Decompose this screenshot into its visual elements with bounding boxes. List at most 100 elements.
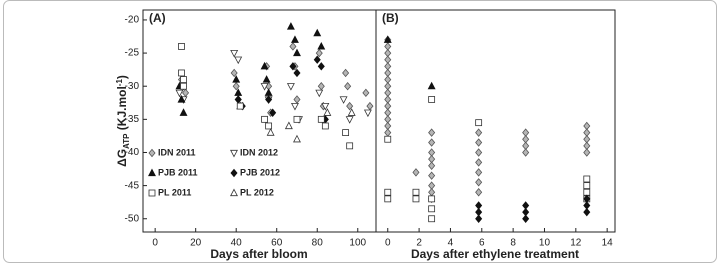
point bbox=[265, 122, 273, 130]
point bbox=[412, 168, 420, 177]
point bbox=[583, 182, 591, 190]
point bbox=[286, 83, 295, 91]
y-label-part: ΔG bbox=[115, 149, 129, 167]
point bbox=[428, 215, 436, 223]
point bbox=[265, 95, 273, 104]
point bbox=[313, 55, 321, 64]
point bbox=[317, 81, 325, 91]
panel-label: (A) bbox=[149, 11, 166, 25]
legend-marker bbox=[230, 149, 238, 158]
point bbox=[347, 108, 356, 116]
point bbox=[363, 109, 372, 118]
y-label-part: ATP bbox=[122, 133, 131, 149]
point bbox=[583, 188, 591, 196]
point bbox=[232, 75, 241, 83]
point bbox=[293, 68, 301, 78]
point bbox=[342, 129, 350, 136]
legend-label: PJB 2012 bbox=[240, 167, 280, 177]
point bbox=[427, 81, 436, 90]
x-axis-label: Days after ethylene treatment bbox=[411, 247, 579, 261]
point bbox=[289, 42, 297, 51]
point bbox=[366, 101, 374, 111]
point bbox=[344, 81, 352, 91]
point bbox=[428, 171, 436, 180]
x-tick-label: 80 bbox=[312, 238, 324, 249]
x-tick-label: 0 bbox=[385, 238, 391, 249]
legend-label: IDN 2011 bbox=[158, 147, 196, 157]
point bbox=[180, 82, 187, 90]
point bbox=[345, 116, 354, 124]
point bbox=[261, 115, 268, 123]
point bbox=[315, 48, 323, 58]
y-tick-label: -20 bbox=[125, 15, 140, 26]
point bbox=[384, 195, 392, 203]
legend-marker bbox=[148, 168, 156, 177]
point bbox=[175, 89, 184, 98]
point bbox=[269, 108, 277, 117]
y-tick-label: -35 bbox=[125, 114, 140, 125]
point bbox=[475, 214, 483, 223]
y-tick-label: -40 bbox=[125, 147, 140, 158]
y-label-part: -1 bbox=[115, 79, 124, 87]
point bbox=[317, 41, 326, 50]
point bbox=[289, 62, 297, 71]
point bbox=[234, 56, 243, 65]
y-label-part: (KJ.mol bbox=[115, 86, 129, 133]
point bbox=[317, 115, 325, 123]
point bbox=[384, 188, 392, 196]
point bbox=[234, 88, 243, 96]
x-tick-label: 4 bbox=[448, 238, 454, 249]
point bbox=[383, 35, 392, 43]
point bbox=[177, 95, 186, 103]
point bbox=[475, 168, 483, 177]
point bbox=[293, 48, 301, 57]
panel-label: (B) bbox=[382, 11, 399, 25]
point bbox=[260, 61, 269, 70]
point bbox=[230, 49, 239, 58]
point bbox=[475, 148, 483, 157]
point bbox=[232, 81, 240, 91]
point bbox=[284, 121, 293, 130]
legend-marker bbox=[230, 188, 238, 197]
x-axis-label: Days after bloom bbox=[210, 247, 307, 261]
point bbox=[264, 88, 273, 96]
y-tick-label: -45 bbox=[125, 180, 140, 191]
frame bbox=[3, 0, 717, 263]
point bbox=[384, 135, 392, 143]
legend-marker bbox=[230, 168, 238, 178]
point bbox=[522, 148, 530, 157]
legend-label: PL 2012 bbox=[240, 187, 274, 197]
point bbox=[178, 69, 185, 77]
x-tick-label: 100 bbox=[349, 238, 366, 249]
point bbox=[342, 68, 350, 78]
legend-marker bbox=[148, 189, 156, 197]
point bbox=[346, 142, 354, 150]
x-tick-label: 60 bbox=[271, 238, 283, 249]
legend-marker bbox=[148, 148, 156, 158]
point bbox=[412, 188, 420, 196]
point bbox=[475, 188, 483, 197]
point bbox=[428, 195, 436, 203]
x-tick-label: 40 bbox=[231, 238, 243, 249]
point bbox=[321, 102, 330, 111]
point bbox=[230, 68, 238, 78]
point bbox=[428, 138, 436, 147]
point bbox=[475, 138, 483, 147]
x-tick-label: 10 bbox=[539, 238, 551, 249]
x-tick-label: 12 bbox=[570, 238, 582, 249]
legend-label: PJB 2011 bbox=[158, 167, 198, 177]
point bbox=[475, 178, 483, 187]
point bbox=[323, 108, 332, 116]
point bbox=[583, 175, 591, 183]
point bbox=[236, 102, 244, 110]
point bbox=[475, 158, 483, 167]
point bbox=[522, 214, 530, 223]
x-tick-label: 8 bbox=[510, 238, 516, 249]
point bbox=[583, 207, 591, 217]
x-tick-label: 14 bbox=[602, 238, 614, 249]
point bbox=[317, 62, 325, 71]
y-tick-label: -50 bbox=[125, 213, 140, 224]
point bbox=[339, 96, 348, 104]
x-tick-label: 2 bbox=[416, 238, 422, 249]
